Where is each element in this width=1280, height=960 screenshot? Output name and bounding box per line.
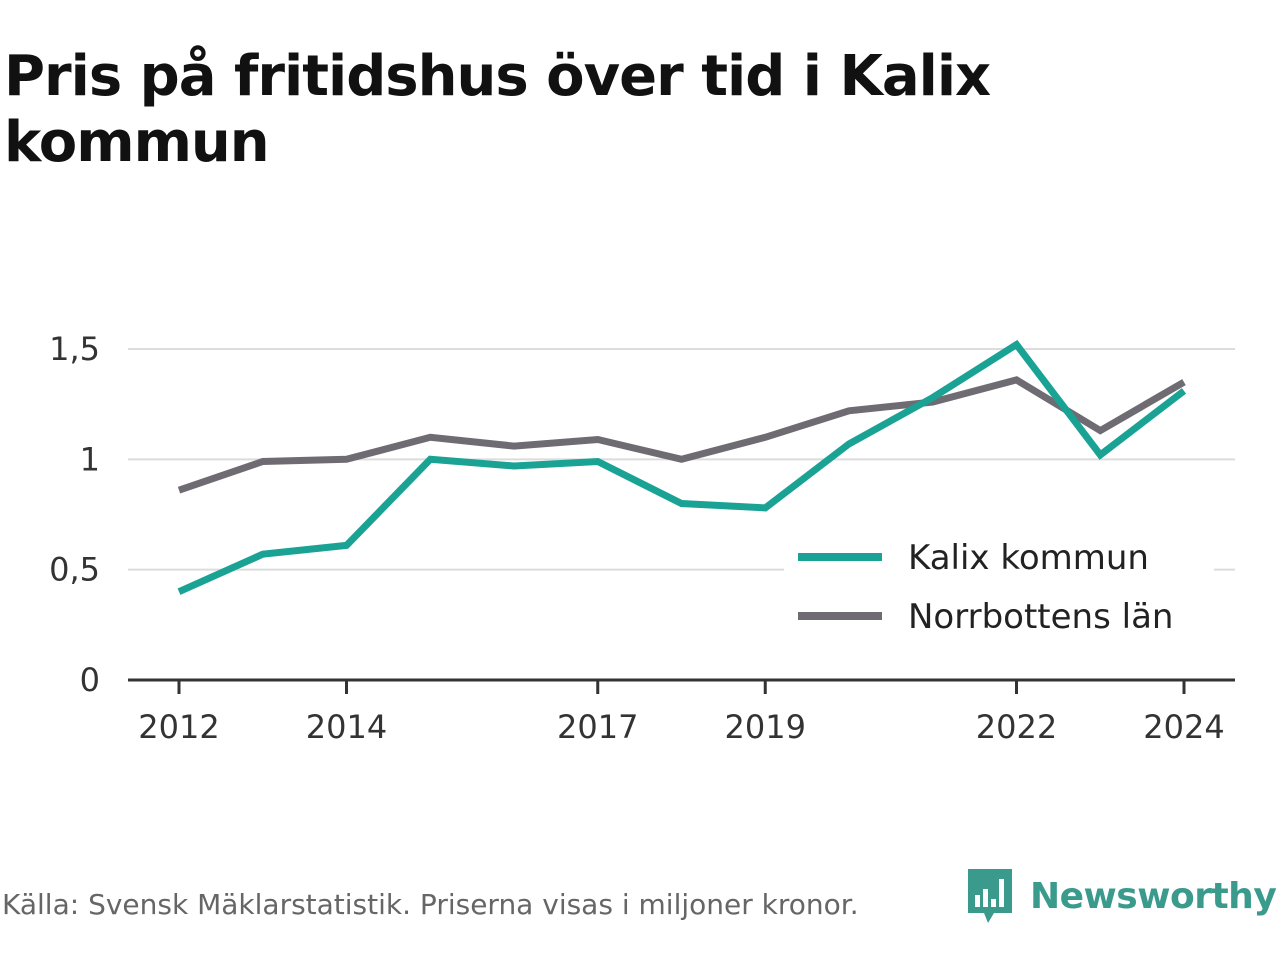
y-tick-label: 0,5	[49, 551, 100, 589]
legend-background	[784, 528, 1214, 648]
legend: Kalix kommun Norrbottens län	[784, 528, 1214, 648]
x-tick-label: 2024	[1143, 708, 1224, 746]
source-note: Källa: Svensk Mäklarstatistik. Priserna …	[2, 888, 859, 921]
x-axis-ticks: 2012 2014 2017 2019 2022 2024	[138, 680, 1225, 746]
y-tick-label: 1	[80, 440, 100, 478]
legend-label: Kalix kommun	[908, 538, 1149, 578]
y-tick-label: 0	[80, 661, 100, 699]
newsworthy-logo-icon	[968, 869, 1012, 923]
series-line-kalix	[177, 339, 1187, 595]
legend-label: Norrbottens län	[908, 597, 1173, 637]
y-axis-ticks: 0 0,5 1 1,5	[49, 330, 100, 699]
brand-logo: Newsworthy	[964, 864, 1277, 928]
x-tick-label: 2014	[306, 708, 387, 746]
x-tick-label: 2019	[725, 708, 806, 746]
chart-title: Pris på fritidshus över tid i Kalix komm…	[4, 44, 991, 175]
y-tick-label: 1,5	[49, 330, 100, 368]
x-tick-label: 2012	[138, 708, 219, 746]
x-tick-label: 2022	[976, 708, 1057, 746]
series-line-norrbotten	[177, 376, 1186, 494]
x-tick-label: 2017	[557, 708, 638, 746]
series-lines	[177, 339, 1187, 595]
brand-name: Newsworthy	[1030, 875, 1277, 917]
